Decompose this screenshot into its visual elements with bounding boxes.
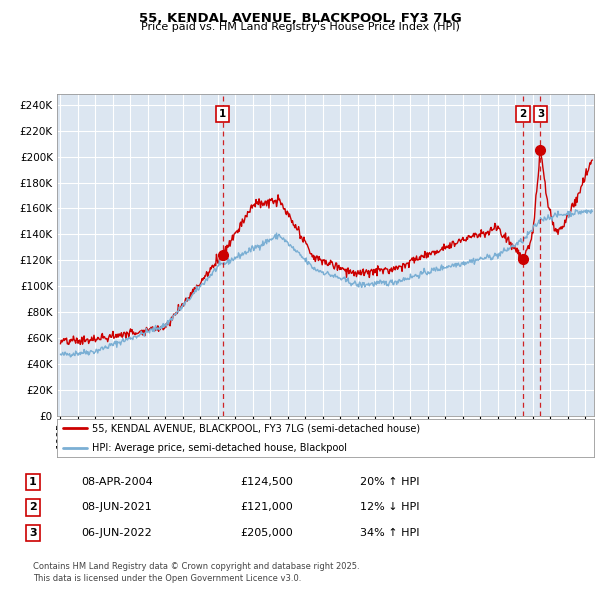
Text: 34% ↑ HPI: 34% ↑ HPI xyxy=(360,528,419,537)
Text: 3: 3 xyxy=(537,109,544,119)
Text: £124,500: £124,500 xyxy=(240,477,293,487)
Text: 3: 3 xyxy=(29,528,37,537)
Text: Contains HM Land Registry data © Crown copyright and database right 2025.
This d: Contains HM Land Registry data © Crown c… xyxy=(33,562,359,583)
Text: HPI: Average price, semi-detached house, Blackpool: HPI: Average price, semi-detached house,… xyxy=(92,442,347,453)
Text: 1: 1 xyxy=(219,109,226,119)
Text: £205,000: £205,000 xyxy=(240,528,293,537)
Text: 55, KENDAL AVENUE, BLACKPOOL, FY3 7LG (semi-detached house): 55, KENDAL AVENUE, BLACKPOOL, FY3 7LG (s… xyxy=(92,424,420,434)
Text: Price paid vs. HM Land Registry's House Price Index (HPI): Price paid vs. HM Land Registry's House … xyxy=(140,22,460,32)
Text: 2: 2 xyxy=(520,109,527,119)
Text: 12% ↓ HPI: 12% ↓ HPI xyxy=(360,503,419,512)
Text: 1: 1 xyxy=(29,477,37,487)
Text: 55, KENDAL AVENUE, BLACKPOOL, FY3 7LG: 55, KENDAL AVENUE, BLACKPOOL, FY3 7LG xyxy=(139,12,461,25)
Text: 08-APR-2004: 08-APR-2004 xyxy=(81,477,153,487)
Text: 08-JUN-2021: 08-JUN-2021 xyxy=(81,503,152,512)
Text: 20% ↑ HPI: 20% ↑ HPI xyxy=(360,477,419,487)
Text: 2: 2 xyxy=(29,503,37,512)
Text: 06-JUN-2022: 06-JUN-2022 xyxy=(81,528,152,537)
Text: £121,000: £121,000 xyxy=(240,503,293,512)
